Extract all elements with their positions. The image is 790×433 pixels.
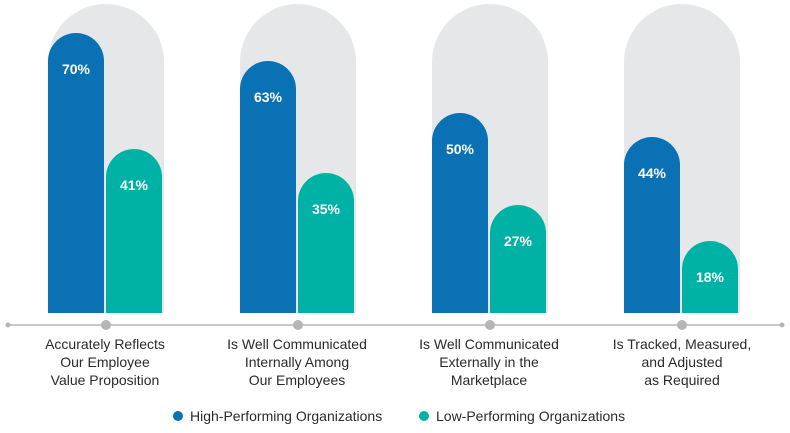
x-axis [5, 320, 785, 330]
category-label: Is Well Communicated Externally in the M… [419, 336, 559, 388]
legend-item-high: High-Performing Organizations [173, 408, 382, 424]
bar-value-label: 44% [638, 165, 667, 181]
chart-svg: 70% 41% 63% 35% 50% 27% 44% 18% [5, 4, 785, 330]
bar-value-label: 41% [120, 177, 149, 193]
legend-dot-low-icon [419, 411, 429, 421]
axis-tick-marker [293, 320, 303, 330]
category-label: Is Well Communicated Internally Among Ou… [227, 336, 367, 388]
category-label: Accurately Reflects Our Employee Value P… [45, 336, 165, 388]
bar-value-label: 18% [696, 269, 725, 285]
bar-low-performing [682, 241, 738, 313]
axis-end-dot [5, 322, 11, 328]
bars [48, 33, 738, 313]
bar-high-performing [624, 137, 680, 313]
bar-value-label: 63% [254, 89, 283, 105]
axis-end-dot [779, 322, 785, 328]
bar-low-performing [106, 149, 162, 313]
axis-tick-marker [485, 320, 495, 330]
category-label: Is Tracked, Measured, and Adjusted as Re… [612, 336, 752, 388]
legend-label-low: Low-Performing Organizations [436, 408, 626, 424]
bar-high-performing [48, 33, 104, 313]
legend-dot-high-icon [173, 411, 183, 421]
bar-value-label: 50% [446, 141, 475, 157]
bar-value-label: 70% [62, 61, 91, 77]
bar-value-label: 35% [312, 201, 341, 217]
bar-value-labels: 70% 41% 63% 35% 50% 27% 44% 18% [62, 61, 725, 285]
bar-low-performing [490, 205, 546, 313]
bar-low-performing [298, 173, 354, 313]
legend-label-high: High-Performing Organizations [190, 408, 383, 424]
bar-value-label: 27% [504, 233, 533, 249]
legend-item-low: Low-Performing Organizations [419, 408, 625, 424]
bar-high-performing [240, 61, 296, 313]
axis-tick-marker [101, 320, 111, 330]
legend: High-Performing Organizations Low-Perfor… [0, 408, 790, 430]
bar-high-performing [432, 113, 488, 313]
axis-tick-marker [677, 320, 687, 330]
